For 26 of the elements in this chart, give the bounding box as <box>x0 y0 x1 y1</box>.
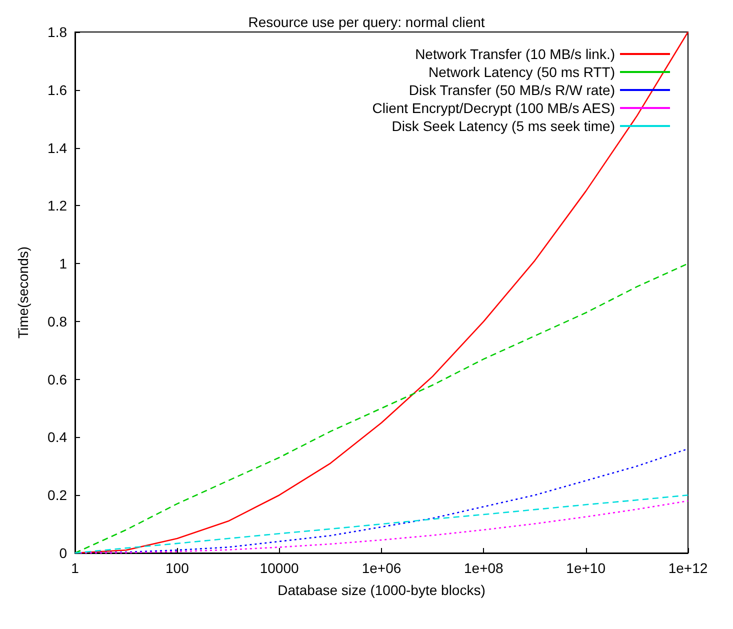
y-tick-label: 0 <box>59 545 68 561</box>
chart-title: Resource use per query: normal client <box>248 14 485 30</box>
x-tick-label: 1e+06 <box>362 560 402 576</box>
y-tick-label: 1.8 <box>48 24 68 40</box>
legend-label: Network Transfer (10 MB/s link.) <box>415 46 615 62</box>
legend-label: Disk Transfer (50 MB/s R/W rate) <box>408 82 615 98</box>
y-tick-label: 0.4 <box>48 429 68 446</box>
legend-label: Client Encrypt/Decrypt (100 MB/s AES) <box>372 100 615 116</box>
line-series <box>74 31 689 554</box>
x-tick-label: 1 <box>71 560 80 576</box>
y-tick-label: 1.2 <box>48 198 68 214</box>
x-tick-label: 1e+08 <box>464 560 504 576</box>
x-axis-title: Database size (1000-byte blocks) <box>278 582 486 598</box>
y-tick-label: 1.4 <box>48 140 68 156</box>
x-tick-label: 1e+10 <box>566 560 606 576</box>
y-axis-title: Time(seconds) <box>15 246 31 339</box>
y-tick-label: 0.8 <box>48 313 68 330</box>
legend-label: Disk Seek Latency (5 ms seek time) <box>392 118 615 134</box>
x-tick-label: 1e+12 <box>668 560 708 576</box>
y-tick-label: 1.6 <box>48 82 68 98</box>
legend-label: Network Latency (50 ms RTT) <box>428 64 615 80</box>
x-tick-label: 100 <box>165 560 190 576</box>
y-tick-label: 0.2 <box>48 487 68 504</box>
y-tick-label: 0.6 <box>48 371 68 388</box>
y-tick-label: 1 <box>59 256 68 272</box>
x-tick-label: 10000 <box>260 560 300 576</box>
